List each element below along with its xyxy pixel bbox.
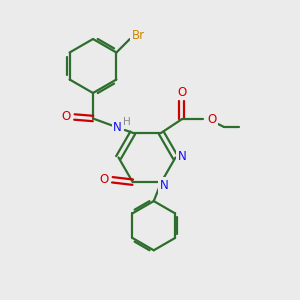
Text: O: O: [61, 110, 70, 124]
Text: O: O: [177, 86, 186, 99]
Text: N: N: [178, 149, 187, 163]
Text: N: N: [113, 121, 122, 134]
Text: H: H: [123, 117, 131, 127]
Text: Br: Br: [132, 29, 145, 42]
Text: N: N: [160, 179, 169, 192]
Text: O: O: [99, 173, 109, 186]
Text: O: O: [207, 113, 216, 126]
